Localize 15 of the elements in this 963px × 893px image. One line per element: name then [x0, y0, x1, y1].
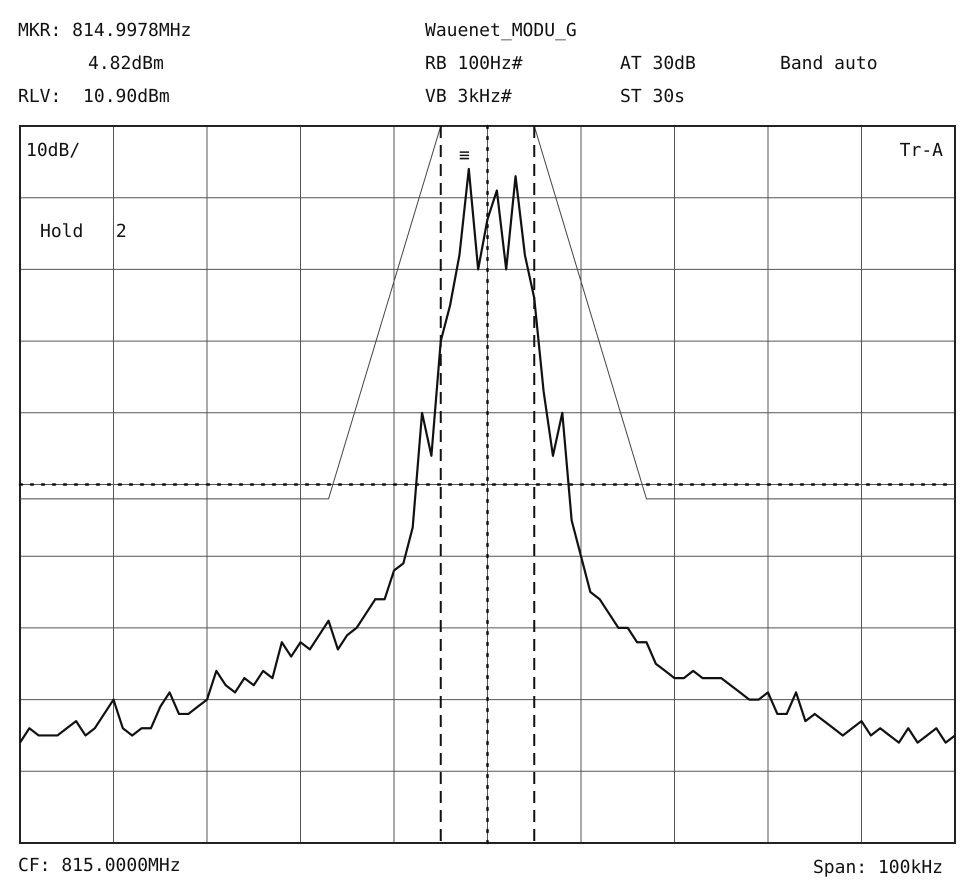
text: MKR: 814.9978MHz: [18, 20, 192, 42]
annotation: ≡: [459, 145, 470, 167]
annotation: Tr-A: [900, 140, 943, 162]
annotation: 10dB/: [26, 140, 80, 162]
text: VB 3kHz#: [425, 86, 512, 108]
chart-title: Wauenet_MODU_G: [425, 20, 577, 42]
text: ST 30s: [620, 86, 686, 108]
annotation: Hold 2: [40, 221, 127, 243]
text: CF: 815.0000MHz: [18, 855, 181, 877]
text: AT 30dB: [620, 53, 696, 75]
text: 4.82dBm: [88, 53, 164, 75]
text: RLV: 10.90dBm: [18, 86, 170, 108]
text: Band auto: [780, 53, 878, 75]
text: Span: 100kHz: [812, 857, 943, 879]
text: RB 100Hz#: [425, 53, 523, 75]
